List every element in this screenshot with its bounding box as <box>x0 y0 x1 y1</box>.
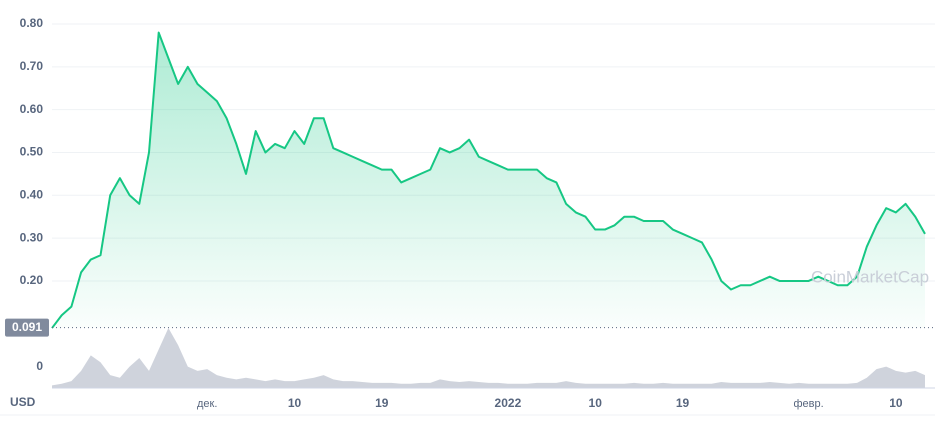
y-tick-label: 0 <box>36 359 43 373</box>
y-tick-label: 0.70 <box>20 59 44 73</box>
y-tick-label: 0.40 <box>20 187 44 201</box>
x-tick-label: 10 <box>288 396 302 410</box>
start-price-badge <box>5 318 49 337</box>
y-tick-label: 0.30 <box>20 230 44 244</box>
watermark: CoinMarketCap <box>811 267 929 286</box>
y-tick-label: 0.20 <box>20 273 44 287</box>
y-tick-label: 0.50 <box>20 145 44 159</box>
x-tick-label: 19 <box>375 396 389 410</box>
price-area <box>52 32 925 329</box>
x-tick-label: дек. <box>197 398 217 410</box>
start-price-label: 0.091 <box>12 320 42 334</box>
x-tick-label: февр. <box>794 398 824 410</box>
y-tick-label: 0.80 <box>20 16 44 30</box>
volume-area <box>52 328 925 388</box>
x-tick-label: 2022 <box>495 396 522 410</box>
currency-label: USD <box>10 395 36 409</box>
y-tick-label: 0.60 <box>20 102 44 116</box>
price-line <box>51 31 926 329</box>
x-tick-label: 10 <box>889 396 903 410</box>
x-tick-label: 10 <box>589 396 603 410</box>
x-tick-label: 19 <box>676 396 690 410</box>
